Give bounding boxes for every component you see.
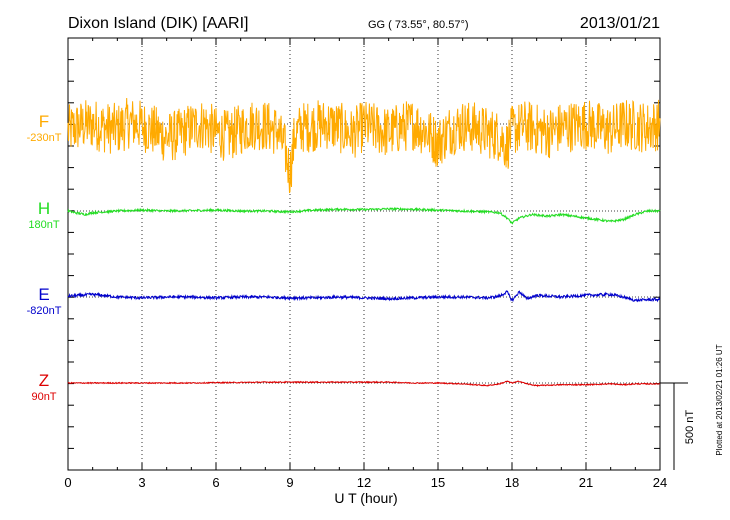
series-baseline-H: 180nT xyxy=(28,219,59,231)
plotted-timestamp: Plotted at 2013/02/21 01:26 UT xyxy=(715,344,724,455)
x-tick-label: 12 xyxy=(357,475,371,490)
x-tick-label: 18 xyxy=(505,475,519,490)
x-tick-label: 3 xyxy=(138,475,145,490)
series-name-Z: Z xyxy=(39,371,49,390)
series-line-F xyxy=(67,97,661,194)
axis-ticks xyxy=(67,38,661,470)
x-tick-label: 24 xyxy=(653,475,667,490)
series-baseline-F: -230nT xyxy=(27,132,62,144)
scale-bar-label: 500 nT xyxy=(684,410,696,445)
x-tick-label: 15 xyxy=(431,475,445,490)
series-name-F: F xyxy=(39,112,49,131)
series-baseline-E: -820nT xyxy=(27,305,62,317)
series-name-H: H xyxy=(38,199,50,218)
series-line-E xyxy=(67,290,661,303)
x-tick-label: 0 xyxy=(64,475,71,490)
series-line-H xyxy=(67,206,661,225)
x-tick-labels: 0 3 6 9 12 15 18 21 24 xyxy=(64,475,667,490)
station-title: Dixon Island (DIK) [AARI] xyxy=(68,15,249,32)
x-tick-label: 9 xyxy=(286,475,293,490)
x-axis-label: U T (hour) xyxy=(334,490,397,506)
x-tick-label: 21 xyxy=(579,475,593,490)
x-tick-label: 6 xyxy=(212,475,219,490)
vertical-gridlines xyxy=(141,38,587,470)
data-series xyxy=(67,97,661,388)
station-coordinates: GG ( 73.55°, 80.57°) xyxy=(368,19,469,31)
series-name-E: E xyxy=(38,285,49,304)
series-line-Z xyxy=(67,380,661,388)
plot-date: 2013/01/21 xyxy=(580,15,660,32)
series-baseline-Z: 90nT xyxy=(31,391,56,403)
